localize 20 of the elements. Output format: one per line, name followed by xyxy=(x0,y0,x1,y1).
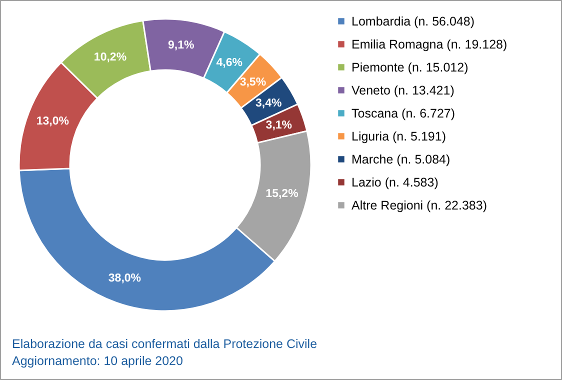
legend-label: Toscana (n. 6.727) xyxy=(352,106,456,120)
data-label: 38,0% xyxy=(108,272,142,285)
data-label: 10,2% xyxy=(94,52,127,64)
data-label: 15,2% xyxy=(266,188,298,200)
legend-label: Lombardia (n. 56.048) xyxy=(352,14,474,28)
text: Elaborazione da casi confermati dalla Protezione Civile xyxy=(12,336,318,353)
legend-label: Emilia Romagna (n. 19.128) xyxy=(352,37,508,52)
legend-label: Marche (n. 5.084) xyxy=(352,152,450,166)
legend-label: Veneto (n. 13.421) xyxy=(352,83,454,98)
data-label: 9,1% xyxy=(168,40,194,52)
legend-label: Altre Regioni (n. 22.383) xyxy=(352,198,487,212)
data-label: 3,1% xyxy=(266,120,292,132)
legend-label: Lazio (n. 4.583) xyxy=(352,175,438,190)
legend-label: Piemonte (n. 15.012) xyxy=(352,60,468,74)
legend-label: Liguria (n. 5.191) xyxy=(352,129,446,144)
data-label: 3,5% xyxy=(240,76,266,89)
data-label: 3,4% xyxy=(255,97,282,110)
data-label: 4,6% xyxy=(216,57,243,70)
text: Aggiornamento: 10 aprile 2020 xyxy=(12,353,184,370)
data-label: 13,0% xyxy=(36,115,69,128)
